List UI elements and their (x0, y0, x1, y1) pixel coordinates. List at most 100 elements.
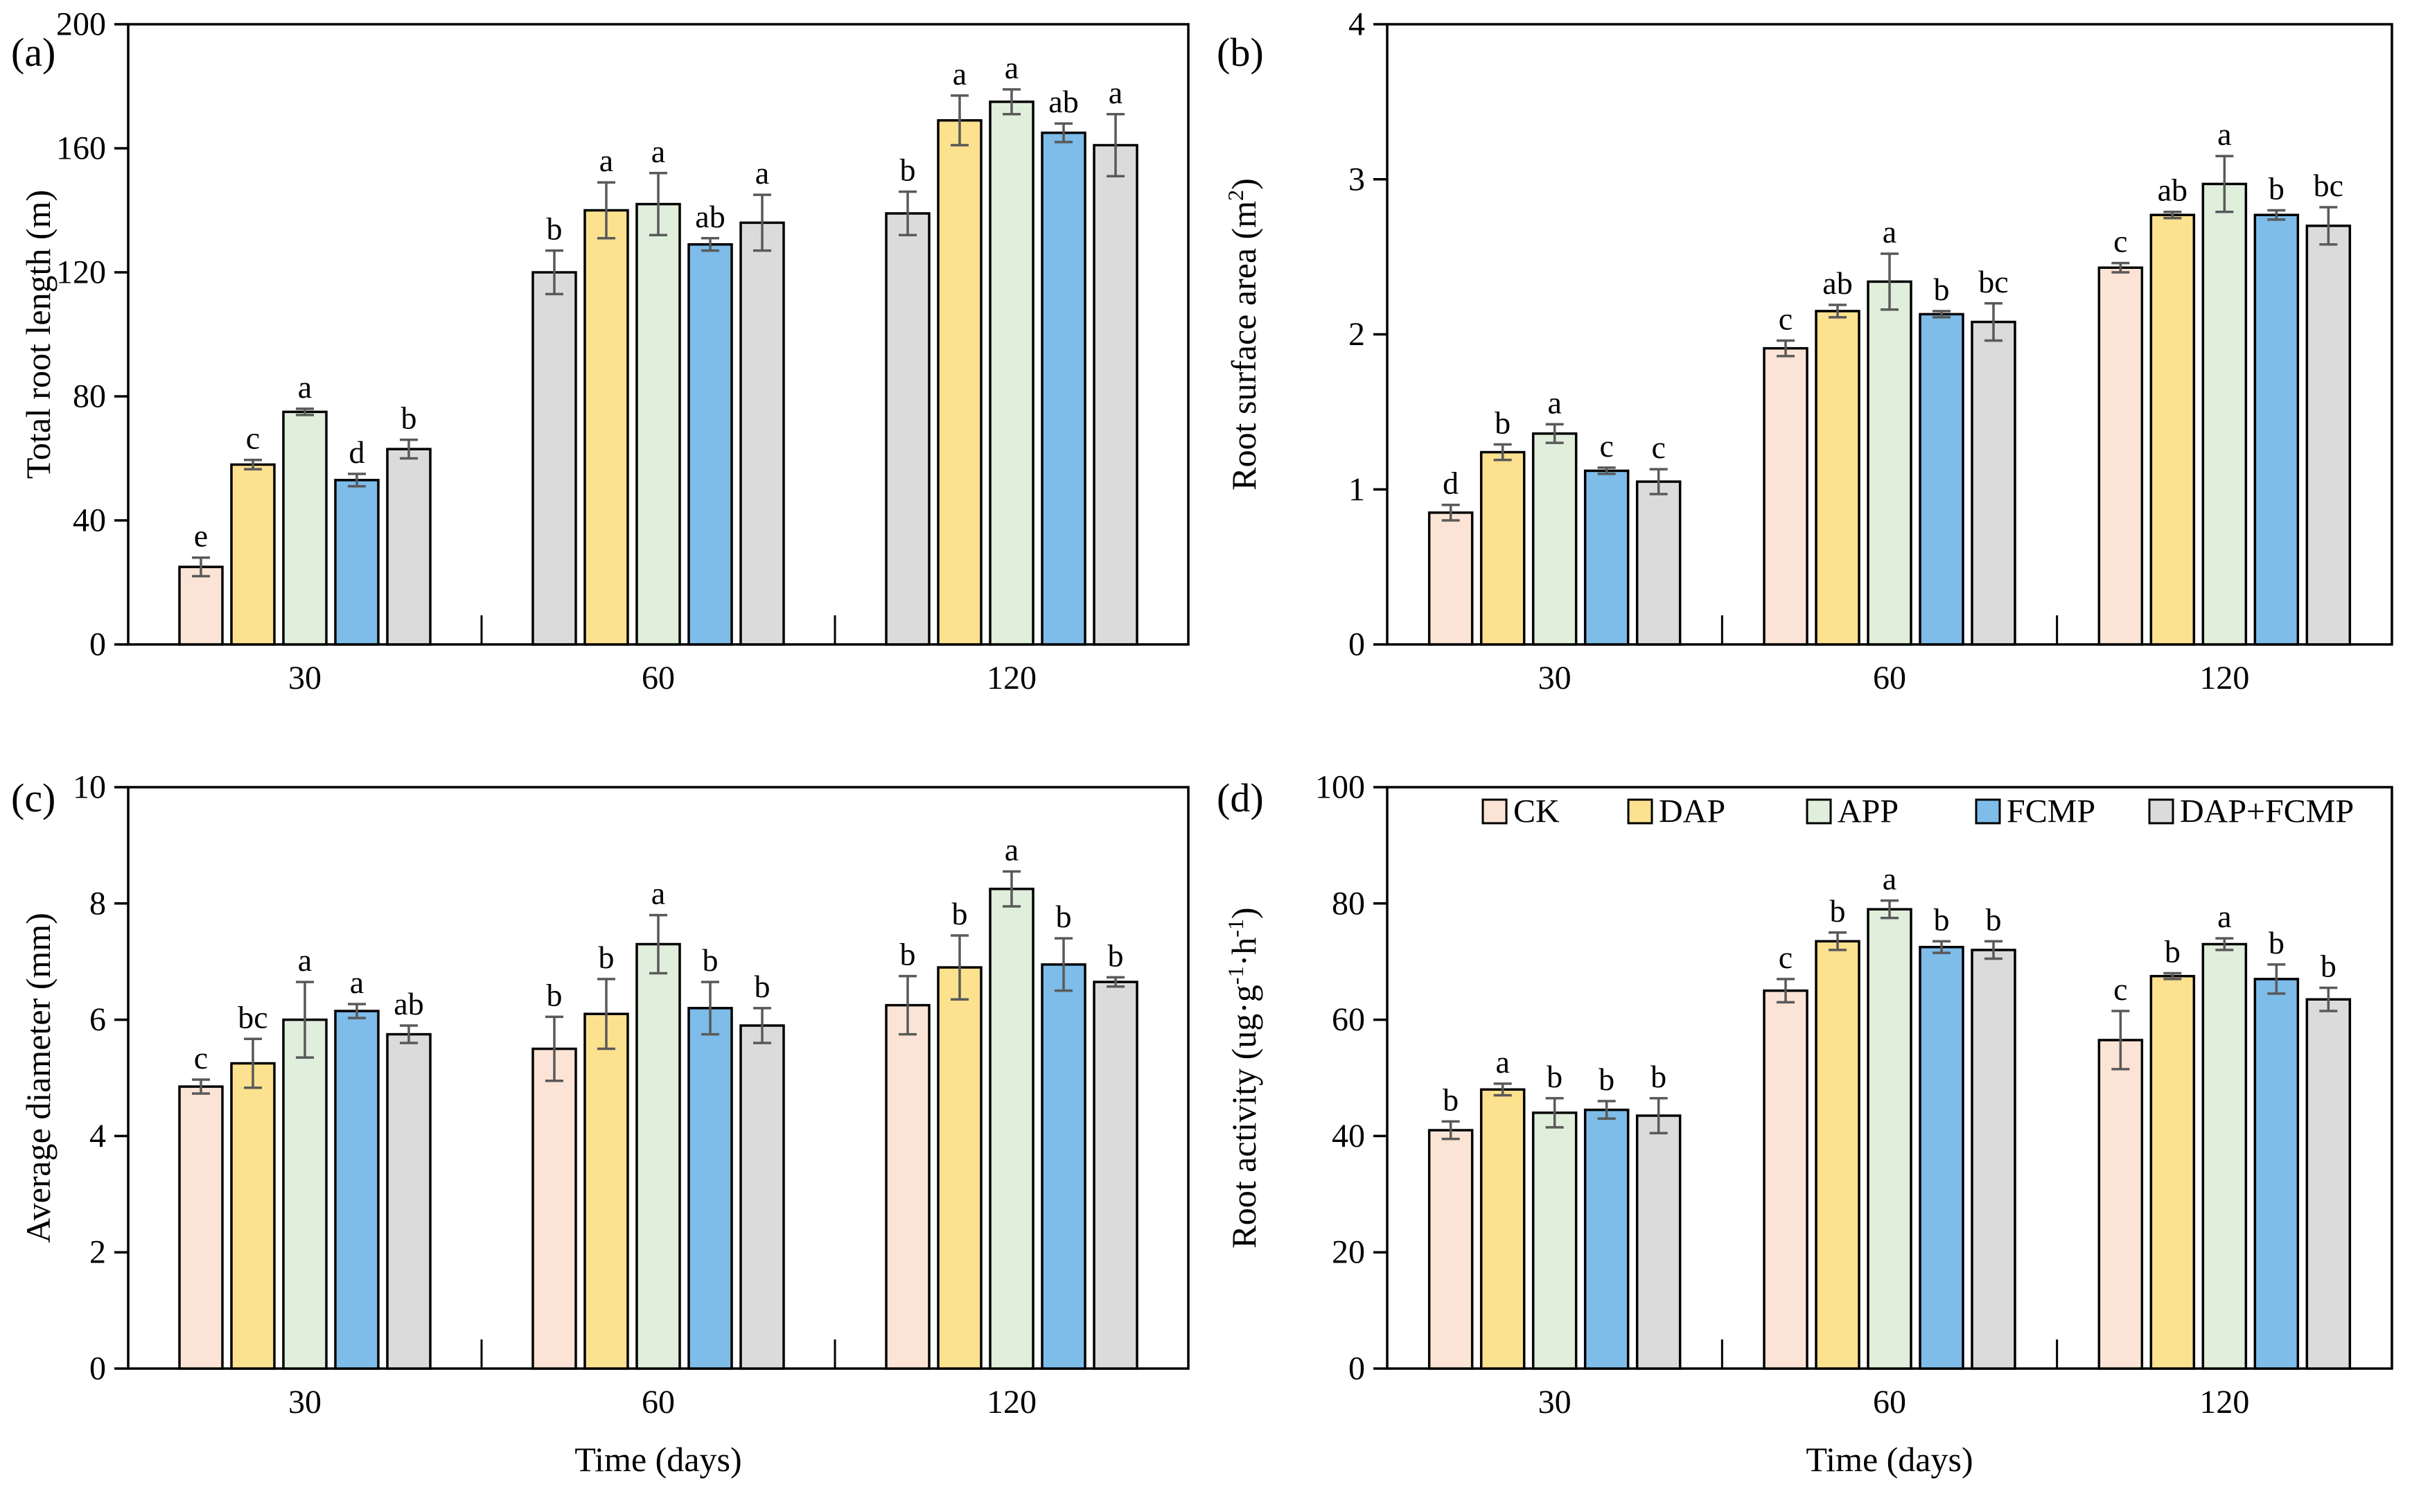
bar-CK-60 (531, 1047, 577, 1370)
y-tick-label: 40 (73, 502, 106, 539)
x-axis-title: Time (days) (1806, 1440, 1973, 1479)
sig-letter-FCMP-30: c (1599, 428, 1613, 464)
error-bar-DAP+FCMP-60 (1984, 302, 2002, 342)
y-tick-label: 0 (89, 626, 106, 663)
y-tick-label: 120 (56, 254, 106, 291)
sig-letter-DAP-60: a (599, 143, 613, 178)
y-tick-label: 160 (56, 130, 106, 167)
y-tick-label: 3 (1348, 161, 1365, 197)
error-bar-CK-60 (545, 249, 563, 296)
bar-APP-30 (1531, 432, 1578, 646)
bar-DAP-30 (230, 463, 276, 646)
error-bar-DAP-30 (1493, 443, 1512, 461)
error-bar-APP-120 (2215, 937, 2234, 951)
error-bar-FCMP-120 (2267, 963, 2286, 995)
error-bar-DAP+FCMP-120 (1107, 113, 1125, 178)
sig-letter-DAP-30: b (1495, 405, 1511, 440)
error-bar-CK-120 (2111, 261, 2130, 274)
error-bar-DAP+FCMP-120 (2319, 206, 2338, 246)
panel-b-root-surface-area: 0 1 2 3 4 d b a c c 30 c ab a b bc 60 c ab a b bc 120 (b) Root s… (1206, 0, 2412, 756)
category-tick-label: 30 (1538, 660, 1572, 696)
legend-label-APP: APP (1838, 793, 1899, 830)
y-tick-label: 60 (1332, 1001, 1365, 1038)
bar-APP-30 (282, 1018, 328, 1370)
bar-APP-120 (989, 888, 1035, 1370)
bar-DAP-120 (937, 966, 983, 1370)
error-bar-FCMP-60 (1933, 310, 1951, 319)
error-bar-CK-60 (1777, 978, 1795, 1004)
bar-DAP+FCMP-30 (1635, 480, 1682, 646)
error-bar-FCMP-30 (1597, 466, 1616, 475)
error-bar-FCMP-60 (701, 237, 719, 252)
error-bar-DAP+FCMP-30 (400, 1024, 418, 1044)
error-bar-CK-30 (192, 556, 210, 578)
bar-APP-60 (1867, 908, 1912, 1370)
sig-letter-APP-30: a (298, 369, 312, 405)
bar-DAP-60 (583, 1012, 629, 1370)
y-tick-label: 0 (1348, 1351, 1365, 1387)
bar-DAP+FCMP-60 (1971, 949, 2016, 1370)
y-tick-label: 8 (89, 885, 106, 922)
category-tick-label: 60 (642, 1384, 675, 1421)
y-axis-title: Total root length (m) (19, 190, 58, 479)
sig-letter-CK-30: d (1443, 466, 1459, 501)
error-bar-APP-30 (296, 407, 314, 416)
error-bar-APP-120 (2215, 155, 2234, 213)
category-tick-label: 30 (288, 1384, 322, 1421)
sig-letter-FCMP-60: b (1934, 902, 1950, 937)
sig-letter-DAP-30: c (246, 421, 260, 456)
y-tick-label: 0 (1348, 626, 1365, 663)
error-bar-DAP-120 (2163, 972, 2182, 981)
bar-APP-60 (1867, 280, 1912, 646)
sig-letter-DAP-60: b (1830, 893, 1846, 929)
error-bar-CK-60 (1777, 339, 1795, 358)
legend-label-DAP+FCMP: DAP+FCMP (2180, 793, 2354, 830)
error-bar-DAP+FCMP-60 (753, 193, 771, 252)
bar-FCMP-60 (1919, 313, 1964, 646)
bar-DAP+FCMP-60 (739, 221, 785, 646)
y-tick-label: 200 (56, 6, 106, 43)
error-bar-DAP-60 (1829, 931, 1847, 951)
x-axis-title: Time (days) (574, 1440, 741, 1479)
bar-DAP-60 (583, 209, 629, 646)
sig-letter-APP-30: a (298, 942, 312, 978)
bar-DAP+FCMP-120 (1093, 143, 1138, 646)
error-bar-APP-60 (649, 913, 667, 975)
bar-FCMP-60 (1919, 945, 1964, 1370)
bar-CK-30 (178, 565, 224, 646)
sig-letter-APP-60: a (651, 876, 665, 911)
bar-CK-30 (1427, 511, 1474, 646)
y-tick-label: 40 (1332, 1118, 1365, 1154)
error-bar-FCMP-60 (701, 981, 719, 1036)
legend-label-DAP: DAP (1659, 793, 1725, 830)
bar-CK-30 (1427, 1129, 1474, 1370)
sig-letter-CK-60: b (547, 211, 563, 247)
sig-letter-APP-120: a (2217, 116, 2231, 152)
bar-DAP-60 (1815, 310, 1860, 646)
sig-letter-CK-30: b (1443, 1082, 1459, 1117)
error-bar-FCMP-30 (1597, 1100, 1616, 1120)
bar-APP-30 (282, 410, 328, 646)
error-bar-APP-120 (1003, 870, 1021, 908)
sig-letter-FCMP-120: ab (1048, 84, 1078, 119)
bar-APP-60 (635, 942, 681, 1370)
sig-letter-DAP+FCMP-120: b (2321, 948, 2336, 983)
sig-letter-DAP-120: a (953, 56, 967, 91)
error-bar-DAP+FCMP-60 (1984, 940, 2002, 960)
bar-DAP-120 (2149, 213, 2196, 646)
bar-DAP+FCMP-120 (2305, 225, 2352, 646)
bar-DAP+FCMP-120 (1093, 981, 1138, 1370)
y-tick-label: 80 (1332, 885, 1365, 922)
sig-letter-DAP-120: b (952, 896, 968, 931)
y-tick-label: 20 (1332, 1234, 1365, 1271)
error-bar-DAP-60 (1829, 304, 1847, 319)
sig-letter-DAP+FCMP-120: a (1109, 75, 1123, 110)
error-bar-APP-30 (1545, 423, 1564, 444)
bar-FCMP-30 (1583, 1108, 1630, 1370)
error-bar-DAP-60 (597, 181, 615, 240)
bar-DAP-30 (1479, 450, 1526, 646)
bar-CK-120 (885, 212, 931, 646)
error-bar-CK-30 (1441, 1120, 1460, 1141)
sig-letter-DAP+FCMP-60: b (1986, 902, 2002, 937)
error-bar-DAP-120 (951, 934, 969, 1001)
